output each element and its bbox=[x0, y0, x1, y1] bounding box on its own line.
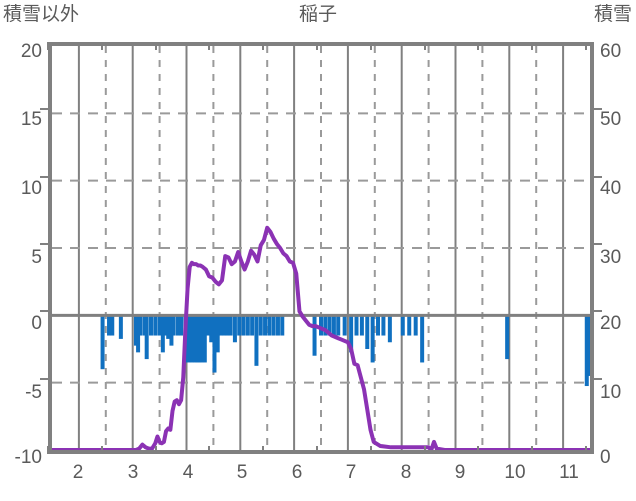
y-tickmark-right bbox=[594, 175, 602, 178]
y-tick-right-20: 20 bbox=[600, 313, 622, 334]
x-tickmark-top bbox=[154, 42, 157, 50]
y-tick-left-m10: -10 bbox=[14, 447, 42, 468]
y-tick-right-40: 40 bbox=[600, 178, 622, 199]
right-axis-caption: 積雪 bbox=[593, 4, 632, 25]
chart-title: 稲子 bbox=[298, 4, 337, 25]
x-tickmark-top bbox=[208, 42, 211, 50]
y-tick-right-60: 60 bbox=[600, 41, 622, 62]
x-tick-4: 4 bbox=[182, 462, 194, 483]
y-tick-right-10: 10 bbox=[600, 382, 622, 403]
x-tick-11: 11 bbox=[559, 462, 579, 483]
x-tickmark-bottom bbox=[262, 446, 265, 454]
y-tick-left-15: 15 bbox=[20, 109, 42, 130]
x-tickmark-top bbox=[477, 42, 480, 50]
x-tickmark-top bbox=[369, 42, 372, 50]
y-tickmark-left bbox=[40, 175, 48, 178]
y-tick-left-10: 10 bbox=[20, 178, 42, 199]
y-tickmark-left bbox=[40, 310, 48, 313]
y-tickmark-left bbox=[40, 243, 48, 245]
x-tick-10: 10 bbox=[504, 462, 526, 483]
x-tickmark-bottom bbox=[154, 446, 157, 454]
x-tickmark-top bbox=[47, 42, 49, 50]
y-tick-right-50: 50 bbox=[600, 109, 622, 130]
y-tickmark-left bbox=[40, 108, 48, 111]
x-tickmark-top bbox=[585, 42, 587, 50]
y-tickmark-right bbox=[594, 310, 602, 313]
plot-area bbox=[48, 42, 594, 454]
x-tick-6: 6 bbox=[291, 462, 303, 483]
x-tickmark-bottom bbox=[585, 446, 587, 454]
x-tickmark-top bbox=[100, 42, 103, 50]
y-tick-left-20: 20 bbox=[20, 41, 42, 62]
x-tick-3: 3 bbox=[127, 462, 139, 483]
y-tick-right-0: 0 bbox=[600, 447, 611, 468]
non-snow-line bbox=[52, 225, 590, 450]
x-tickmark-top bbox=[316, 42, 318, 50]
y-tick-left-m5: -5 bbox=[25, 382, 42, 403]
x-tickmark-bottom bbox=[423, 446, 426, 454]
y-tick-left-0: 0 bbox=[31, 313, 42, 334]
x-tickmark-bottom bbox=[477, 446, 480, 454]
y-tickmark-right bbox=[594, 377, 602, 380]
x-tickmark-bottom bbox=[316, 446, 318, 454]
x-tick-7: 7 bbox=[345, 462, 357, 483]
y-tick-right-30: 30 bbox=[600, 247, 622, 268]
x-tickmark-bottom bbox=[47, 446, 49, 454]
x-tickmark-top bbox=[531, 42, 534, 50]
x-tick-5: 5 bbox=[236, 462, 248, 483]
x-tick-8: 8 bbox=[400, 462, 412, 483]
x-tickmark-bottom bbox=[531, 446, 534, 454]
plot-svg bbox=[52, 46, 590, 450]
y-tick-left-5: 5 bbox=[31, 247, 42, 268]
y-tickmark-left bbox=[40, 377, 48, 380]
x-tickmark-bottom bbox=[369, 446, 372, 454]
x-tickmark-top bbox=[262, 42, 265, 50]
x-tickmark-bottom bbox=[208, 446, 211, 454]
snow-depth-bars bbox=[100, 315, 590, 387]
x-tickmark-top bbox=[423, 42, 426, 50]
x-tick-2: 2 bbox=[72, 462, 84, 483]
x-tickmark-bottom bbox=[100, 446, 103, 454]
gridlines bbox=[52, 46, 590, 450]
y-tickmark-right bbox=[594, 243, 602, 245]
left-axis-caption: 積雪以外 bbox=[3, 4, 80, 25]
y-tickmark-right bbox=[594, 108, 602, 111]
x-tick-9: 9 bbox=[454, 462, 466, 483]
